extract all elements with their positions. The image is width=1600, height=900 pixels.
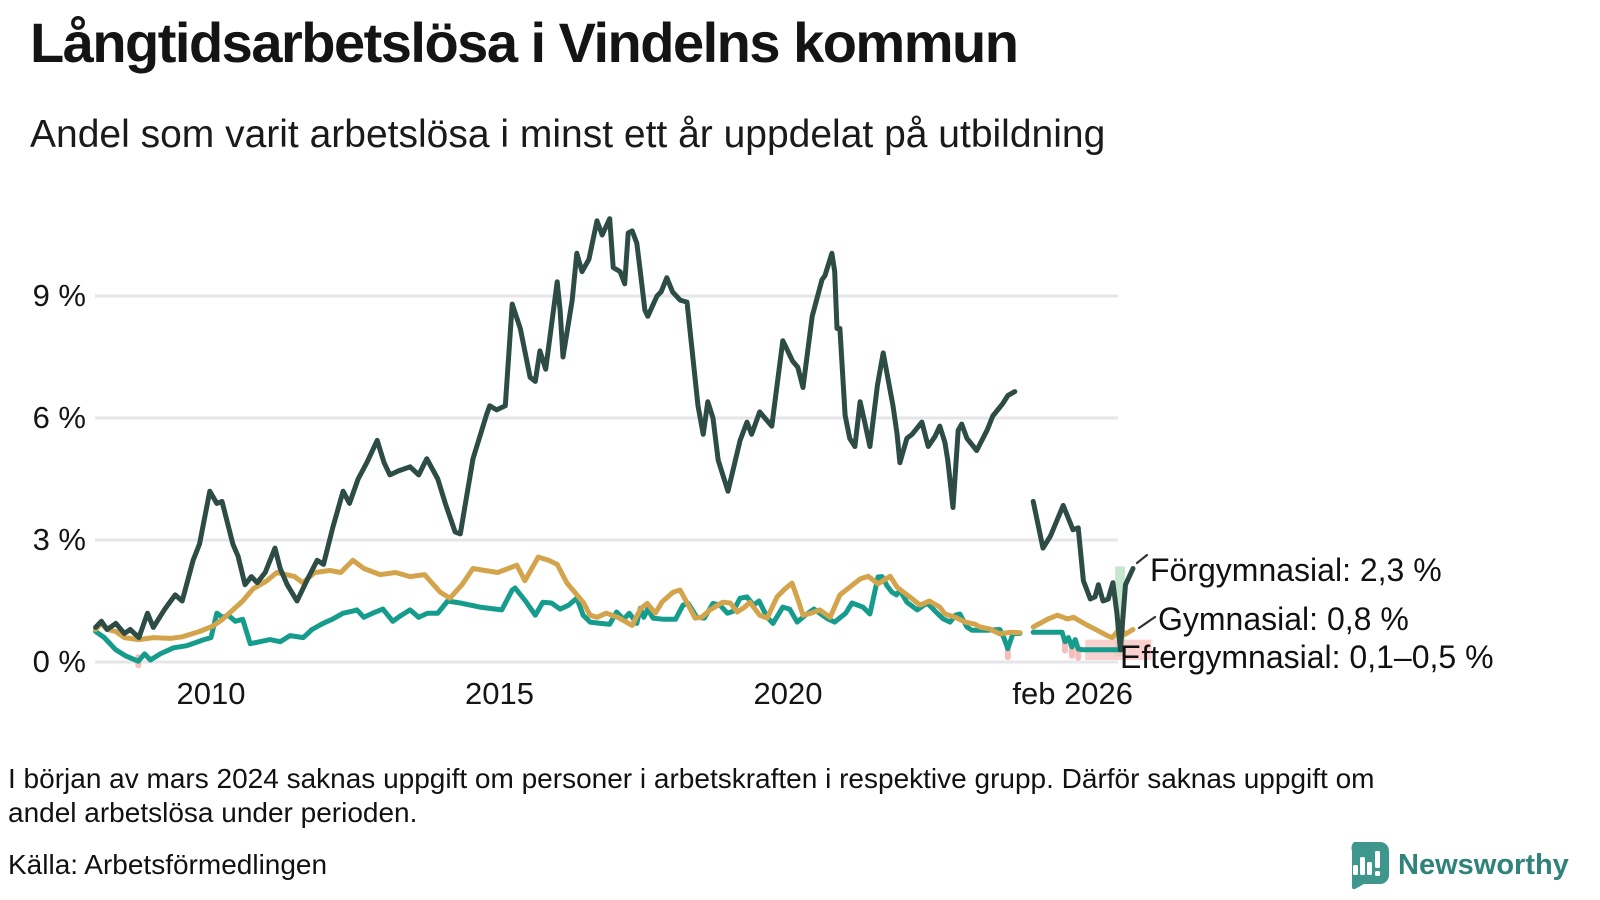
annotation-gymnasial: Gymnasial: 0,8 % bbox=[1158, 601, 1409, 637]
newsworthy-logo-text: Newsworthy bbox=[1398, 848, 1569, 881]
annotation-forgymnasial: Förgymnasial: 2,3 % bbox=[1150, 552, 1442, 588]
footnote-line-1: I början av mars 2024 saknas uppgift om … bbox=[8, 763, 1375, 794]
newsworthy-logo: Newsworthy bbox=[1344, 841, 1569, 889]
y-tick-label: 9 % bbox=[32, 277, 86, 313]
source-credit: Källa: Arbetsförmedlingen bbox=[8, 849, 328, 880]
leader-forgymnasial bbox=[1135, 553, 1149, 565]
x-tick-label: feb 2026 bbox=[1012, 676, 1134, 711]
x-tick-label: 2015 bbox=[465, 676, 534, 711]
footnote-line-2: andel arbetslösa under perioden. bbox=[8, 797, 418, 828]
band-forgymnasial-final-uncertainty bbox=[1115, 566, 1125, 656]
leader-gymnasial bbox=[1137, 615, 1157, 630]
page-subtitle: Andel som varit arbetslösa i minst ett å… bbox=[30, 113, 1106, 156]
x-tick-label: 2010 bbox=[176, 676, 246, 711]
y-tick-label: 0 % bbox=[32, 644, 86, 679]
y-tick-label: 3 % bbox=[32, 521, 86, 557]
series-line-frgymnasial bbox=[93, 216, 1136, 653]
newsworthy-logo-icon bbox=[1351, 842, 1389, 889]
page-title: Långtidsarbetslösa i Vindelns kommun bbox=[30, 11, 1019, 74]
y-tick-label: 6 % bbox=[32, 399, 86, 435]
x-tick-label: 2020 bbox=[753, 676, 823, 711]
series-line-eftergymnasial bbox=[93, 574, 1126, 664]
series-line-gymnasial bbox=[93, 554, 1136, 643]
annotation-eftergymnasial: Eftergymnasial: 0,1–0,5 % bbox=[1120, 639, 1494, 675]
